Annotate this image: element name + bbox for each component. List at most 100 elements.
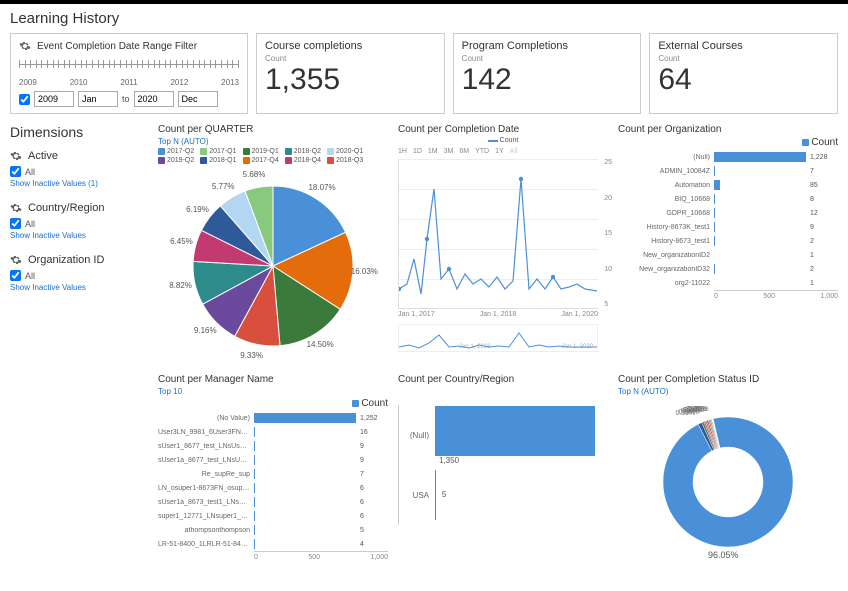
- bar-value: 7: [810, 168, 838, 175]
- country-bar-row[interactable]: USA 5: [399, 465, 608, 525]
- pie-slice-label: 9.33%: [240, 351, 263, 360]
- bar-value: 2: [810, 266, 838, 273]
- bar-row[interactable]: super1_12771_LNsuper1_12771_FN 6: [158, 509, 388, 523]
- top10-link[interactable]: Top 10: [158, 387, 388, 396]
- chart-country: Count per Country/Region (Null) 1,350USA…: [398, 374, 608, 562]
- gear-icon[interactable]: [10, 150, 22, 162]
- show-inactive-link[interactable]: Show Inactive Values: [10, 283, 150, 292]
- from-year-input[interactable]: [34, 91, 74, 107]
- bar-row[interactable]: ADMIN_10084Z 7: [618, 164, 838, 178]
- kpi-value: 142: [462, 65, 633, 95]
- legend-item: 2018-Q2: [294, 148, 321, 155]
- range-tab[interactable]: 6M: [459, 148, 469, 155]
- bar-label: GDPR_10668: [618, 210, 710, 217]
- to-month-input[interactable]: [178, 91, 218, 107]
- legend-count: Count: [811, 137, 838, 148]
- dim-all-checkbox[interactable]: [10, 166, 21, 177]
- range-tab[interactable]: 1Y: [495, 148, 504, 155]
- gear-icon[interactable]: [10, 254, 22, 266]
- bar-value: 1,228: [810, 154, 838, 161]
- bar-row[interactable]: GDPR_10668 12: [618, 206, 838, 220]
- kpi-label: Course completions: [265, 40, 436, 52]
- bar-label: LR-51-8400_1LRLR-51-8400_1FN: [158, 541, 250, 548]
- bar-row[interactable]: LR-51-8400_1LRLR-51-8400_1FN 4: [158, 537, 388, 551]
- show-inactive-link[interactable]: Show Inactive Values: [10, 231, 150, 240]
- from-month-input[interactable]: [78, 91, 118, 107]
- bar-row[interactable]: Re_supRe_sup 7: [158, 467, 388, 481]
- kpi-course-completions: Course completions Count 1,355: [256, 33, 445, 114]
- bar-value: 6: [360, 499, 388, 506]
- chart-completion-date: Count per Completion Date Count 1H1D1M3M…: [398, 124, 608, 366]
- dim-all-label: All: [25, 219, 35, 229]
- bar-label: LN_osuper1-8673FN_osuper1-8671: [158, 485, 250, 492]
- chart-title: Count per QUARTER: [158, 124, 388, 135]
- bar-label: New_organizationID32: [618, 266, 710, 273]
- line-chart-area[interactable]: 252015105: [398, 159, 598, 309]
- range-tab[interactable]: YTD: [475, 148, 489, 155]
- kpi-external-courses: External Courses Count 64: [649, 33, 838, 114]
- dimensions-title: Dimensions: [10, 124, 150, 140]
- dim-all-checkbox[interactable]: [10, 218, 21, 229]
- range-tab[interactable]: 3M: [444, 148, 454, 155]
- bar-row[interactable]: New_organizationID2 1: [618, 248, 838, 262]
- bar-row[interactable]: Automation 85: [618, 178, 838, 192]
- dim-head[interactable]: Country/Region: [10, 202, 150, 214]
- topn-link[interactable]: Top N (AUTO): [618, 387, 838, 396]
- topn-link[interactable]: Top N (AUTO): [158, 137, 388, 146]
- dim-head[interactable]: Organization ID: [10, 254, 150, 266]
- bar-label: User3LN_9981_6User3FN_9981_6: [158, 429, 250, 436]
- chart-status: Count per Completion Status ID Top N (AU…: [618, 374, 838, 562]
- gear-icon[interactable]: [19, 40, 31, 52]
- bar-row[interactable]: BIQ_10668 8: [618, 192, 838, 206]
- bar-value: 85: [810, 182, 838, 189]
- bar-value: 8: [810, 196, 838, 203]
- gear-icon[interactable]: [10, 202, 22, 214]
- kpi-label: External Courses: [658, 40, 829, 52]
- country-bar-row[interactable]: (Null) 1,350: [399, 405, 608, 465]
- bar-value: 9: [360, 443, 388, 450]
- bar-row[interactable]: LN_osuper1-8673FN_osuper1-8671 6: [158, 481, 388, 495]
- dim-all-checkbox[interactable]: [10, 270, 21, 281]
- bar-label: (No Value): [158, 415, 250, 422]
- range-tab[interactable]: 1M: [428, 148, 438, 155]
- kpi-label: Program Completions: [462, 40, 633, 52]
- range-tab[interactable]: 1D: [413, 148, 422, 155]
- dim-head[interactable]: Active: [10, 150, 150, 162]
- bar-value: 16: [360, 429, 388, 436]
- timeline-slider[interactable]: [19, 56, 239, 76]
- range-tab[interactable]: All: [510, 148, 518, 155]
- kpi-sub: Count: [658, 54, 829, 63]
- bar-row[interactable]: History-8673K_test1 9: [618, 220, 838, 234]
- bar-row[interactable]: sUser1a_8677_test_LNsUser1a_8677_test_FN…: [158, 453, 388, 467]
- filter-enable-checkbox[interactable]: [19, 94, 30, 105]
- range-tab[interactable]: 1H: [398, 148, 407, 155]
- to-year-input[interactable]: [134, 91, 174, 107]
- bar-row[interactable]: sUser1_8677_test_LNsUser1_8677_test_FN 9: [158, 439, 388, 453]
- bar-row[interactable]: sUser1a_8673_test1_LNsUser1a_8673_te... …: [158, 495, 388, 509]
- bar-row[interactable]: History-8673_test1 2: [618, 234, 838, 248]
- chart-title: Count per Country/Region: [398, 374, 608, 385]
- country-value: 5: [442, 490, 446, 499]
- chart-title: Count per Manager Name: [158, 374, 388, 385]
- bar-value: 12: [810, 210, 838, 217]
- kpi-sub: Count: [265, 54, 436, 63]
- pie-slice-label: 18.07%: [308, 183, 335, 192]
- bar-row[interactable]: athompsonthompson 5: [158, 523, 388, 537]
- bar-value: 9: [810, 224, 838, 231]
- bar-row[interactable]: (No Value) 1,252: [158, 411, 388, 425]
- show-inactive-link[interactable]: Show Inactive Values (1): [10, 179, 150, 188]
- bar-row[interactable]: User3LN_9981_6User3FN_9981_6 16: [158, 425, 388, 439]
- bar-label: History-8673K_test1: [618, 224, 710, 231]
- bar-row[interactable]: New_organizationID32 2: [618, 262, 838, 276]
- dim-name: Active: [28, 150, 58, 162]
- pie-slice-label: 5.68%: [243, 170, 266, 179]
- range-selector[interactable]: Jan 1, 2018 Jan 1, 2020: [398, 324, 598, 352]
- dimensions-panel: Dimensions Active All Show Inactive Valu…: [10, 124, 150, 562]
- kpi-sub: Count: [462, 54, 633, 63]
- bar-label: (Null): [618, 154, 710, 161]
- chart-title: Count per Organization: [618, 124, 838, 135]
- bar-row[interactable]: org2-11022 1: [618, 276, 838, 290]
- date-range-filter: Event Completion Date Range Filter 20092…: [10, 33, 248, 114]
- dim-all-label: All: [25, 271, 35, 281]
- bar-row[interactable]: (Null) 1,228: [618, 150, 838, 164]
